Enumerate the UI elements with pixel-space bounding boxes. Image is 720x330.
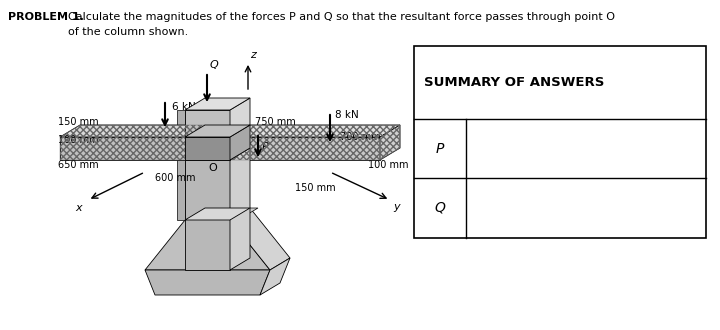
Text: P: P [262, 142, 269, 152]
Polygon shape [145, 220, 270, 270]
Polygon shape [230, 208, 290, 270]
Polygon shape [185, 160, 230, 270]
Text: 700 mm: 700 mm [340, 132, 381, 142]
Text: 600 mm: 600 mm [155, 173, 196, 183]
Text: 6 kN: 6 kN [172, 102, 196, 112]
Polygon shape [145, 270, 270, 295]
Text: 8 kN: 8 kN [335, 110, 359, 120]
Polygon shape [230, 125, 250, 160]
Polygon shape [177, 110, 185, 220]
Polygon shape [230, 125, 400, 137]
Text: Calculate the magnitudes of the forces P and Q so that the resultant force passe: Calculate the magnitudes of the forces P… [68, 12, 615, 22]
Text: 100 mm: 100 mm [368, 160, 408, 170]
Polygon shape [230, 98, 250, 137]
Polygon shape [60, 137, 185, 160]
Text: SUMMARY OF ANSWERS: SUMMARY OF ANSWERS [424, 76, 604, 89]
Polygon shape [260, 258, 290, 295]
Polygon shape [230, 208, 258, 220]
Bar [414, 46, 706, 238]
Polygon shape [380, 125, 400, 160]
Text: P: P [436, 142, 444, 156]
Text: Q: Q [210, 60, 219, 70]
Polygon shape [230, 148, 250, 270]
Text: of the column shown.: of the column shown. [68, 27, 188, 37]
Text: 650 mm: 650 mm [58, 160, 99, 170]
Text: Q: Q [435, 201, 446, 215]
Polygon shape [60, 125, 205, 137]
Text: 150 mm: 150 mm [295, 183, 336, 193]
Polygon shape [185, 208, 250, 220]
Text: 150 mm: 150 mm [58, 117, 99, 127]
Polygon shape [185, 98, 250, 110]
Text: 100 mm: 100 mm [58, 135, 99, 145]
Polygon shape [185, 137, 230, 160]
Polygon shape [185, 125, 250, 137]
Text: z: z [250, 50, 256, 60]
Polygon shape [230, 137, 380, 160]
Text: x: x [76, 203, 82, 213]
Text: y: y [393, 202, 400, 212]
Text: PROBLEM 1.: PROBLEM 1. [8, 12, 84, 22]
Text: O: O [209, 163, 217, 173]
Polygon shape [185, 110, 230, 137]
Text: 750 mm: 750 mm [255, 117, 296, 127]
